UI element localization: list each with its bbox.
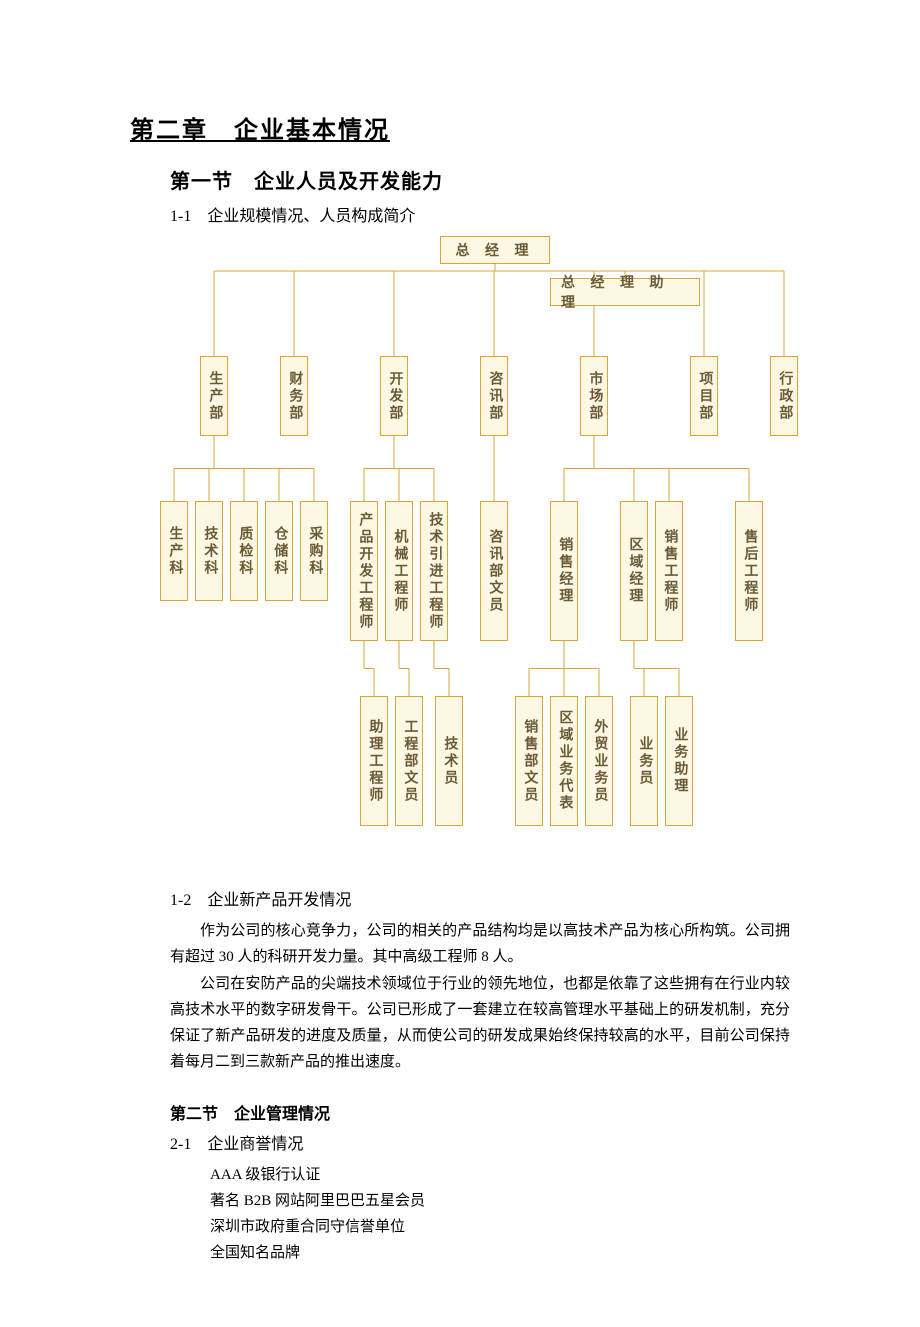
org-node-gm: 总 经 理 — [440, 236, 550, 264]
org-node-p4: 仓储科 — [265, 501, 293, 601]
org-node-m3: 销售工程师 — [655, 501, 683, 641]
org-node-l1: 助理工程师 — [360, 696, 388, 826]
org-node-l6: 外贸业务员 — [585, 696, 613, 826]
list-item: 全国知名品牌 — [210, 1240, 790, 1266]
org-node-dept_dev: 开发部 — [380, 356, 408, 436]
org-node-dept_proj: 项目部 — [690, 356, 718, 436]
org-node-m1: 销售经理 — [550, 501, 578, 641]
list-item: 深圳市政府重合同守信誉单位 — [210, 1214, 790, 1240]
org-node-dept_admin: 行政部 — [770, 356, 798, 436]
org-node-dept_info: 咨讯部 — [480, 356, 508, 436]
org-node-l7: 业务员 — [630, 696, 658, 826]
org-node-l5: 区域业务代表 — [550, 696, 578, 826]
document-page: 第二章 企业基本情况 第一节 企业人员及开发能力 1-1 企业规模情况、人员构成… — [0, 0, 920, 1327]
section-1-title: 第一节 企业人员及开发能力 — [170, 165, 790, 194]
list-item: AAA 级银行认证 — [210, 1162, 790, 1188]
org-node-p5: 采购科 — [300, 501, 328, 601]
paragraph: 公司在安防产品的尖端技术领域位于行业的领先地位，也都是依靠了这些拥有在行业内较高… — [170, 971, 790, 1076]
org-node-l2: 工程部文员 — [395, 696, 423, 826]
section-2-title: 第二节 企业管理情况 — [170, 1100, 790, 1124]
subsection-1-2-title: 1-2 企业新产品开发情况 — [170, 886, 790, 910]
org-node-p3: 质检科 — [230, 501, 258, 601]
org-node-l3: 技术员 — [435, 696, 463, 826]
chapter-title: 第二章 企业基本情况 — [130, 110, 790, 145]
list-item: 著名 B2B 网站阿里巴巴五星会员 — [210, 1188, 790, 1214]
org-node-d1: 产品开发工程师 — [350, 501, 378, 641]
subsection-1-1-title: 1-1 企业规模情况、人员构成简介 — [170, 202, 790, 226]
subsection-2-1-title: 2-1 企业商誉情况 — [170, 1130, 790, 1154]
paragraph: 作为公司的核心竞争力，公司的相关的产品结构均是以高技术产品为核心所构筑。公司拥有… — [170, 918, 790, 971]
org-node-m4: 售后工程师 — [735, 501, 763, 641]
org-node-d3: 技术引进工程师 — [420, 501, 448, 641]
org-node-p2: 技术科 — [195, 501, 223, 601]
org-node-dept_prod: 生产部 — [200, 356, 228, 436]
org-node-gm_asst: 总 经 理 助 理 — [550, 278, 700, 306]
org-chart: 总 经 理总 经 理 助 理生产部财务部开发部咨讯部市场部项目部行政部生产科技术… — [160, 236, 820, 856]
org-node-l8: 业务助理 — [665, 696, 693, 826]
org-node-l4: 销售部文员 — [515, 696, 543, 826]
org-node-i1: 咨讯部文员 — [480, 501, 508, 641]
org-node-dept_fin: 财务部 — [280, 356, 308, 436]
org-node-d2: 机械工程师 — [385, 501, 413, 641]
org-node-dept_mkt: 市场部 — [580, 356, 608, 436]
org-node-p1: 生产科 — [160, 501, 188, 601]
org-node-m2: 区域经理 — [620, 501, 648, 641]
